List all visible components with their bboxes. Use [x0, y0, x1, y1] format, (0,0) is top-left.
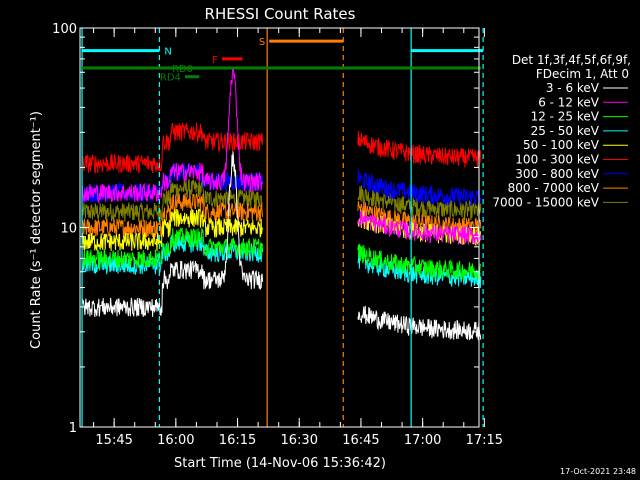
series-line-8-part-1	[82, 193, 264, 239]
legend-label-3: 12 - 25 keV	[531, 110, 600, 124]
series-line-1-part-1	[82, 151, 264, 317]
series-line-6-part-2	[357, 130, 482, 168]
legend-label-2: 6 - 12 keV	[538, 95, 600, 109]
y-axis-label: Count Rate (s⁻¹ detector segment⁻¹)	[29, 111, 44, 349]
x-tick-label-16:15: 16:15	[219, 433, 256, 448]
series-line-2-part-2	[357, 210, 482, 246]
y-tick-label-1: 1	[69, 421, 77, 436]
legend-label-7: 300 - 800 keV	[515, 167, 599, 181]
x-tick-label-16:30: 16:30	[281, 433, 318, 448]
series-line-6-part-1	[82, 122, 264, 174]
flag-label-f: F	[212, 55, 218, 66]
y-tick-label-100: 100	[52, 22, 77, 37]
x-tick-label-15:45: 15:45	[95, 433, 132, 448]
legend-label-6: 100 - 300 keV	[515, 153, 599, 167]
legend-label-5: 50 - 100 keV	[523, 138, 600, 152]
flag-label-s: S	[259, 37, 265, 48]
chart-title: RHESSI Count Rates	[205, 5, 356, 23]
legend-label-4: 25 - 50 keV	[531, 124, 600, 138]
series-line-8-part-2	[357, 201, 482, 236]
flag-label-rd4: RD4	[160, 73, 181, 84]
series-line-9-part-2	[357, 185, 482, 221]
x-tick-label-16:00: 16:00	[157, 433, 194, 448]
legend-label-9: 7000 - 15000 keV	[492, 195, 599, 209]
legend-header-1: Det 1f,3f,4f,5f,6f,9f,	[512, 53, 631, 67]
series-line-9-part-1	[82, 178, 263, 222]
series-line-7-part-2	[357, 169, 482, 207]
x-tick-label-17:15: 17:15	[466, 433, 503, 448]
series-line-3-part-1	[82, 227, 264, 269]
legend-label-8: 800 - 7000 keV	[508, 181, 600, 195]
y-tick-label-10: 10	[60, 222, 77, 237]
series-line-3-part-2	[357, 243, 482, 281]
flag-label-rd0: RD0	[172, 64, 193, 75]
flag-label-n: N	[164, 47, 171, 58]
series-line-1-part-2	[357, 305, 482, 341]
x-tick-label-16:45: 16:45	[342, 433, 379, 448]
x-axis-label: Start Time (14-Nov-06 15:36:42)	[174, 456, 386, 471]
series-line-5-part-1	[82, 208, 264, 252]
legend-header-2: FDecim 1, Att 0	[536, 67, 629, 81]
x-tick-label-17:00: 17:00	[404, 433, 441, 448]
footer-date: 17-Oct-2021 23:48	[560, 467, 636, 476]
series-line-4-part-2	[357, 250, 482, 289]
legend-label-1: 3 - 6 keV	[546, 81, 600, 95]
